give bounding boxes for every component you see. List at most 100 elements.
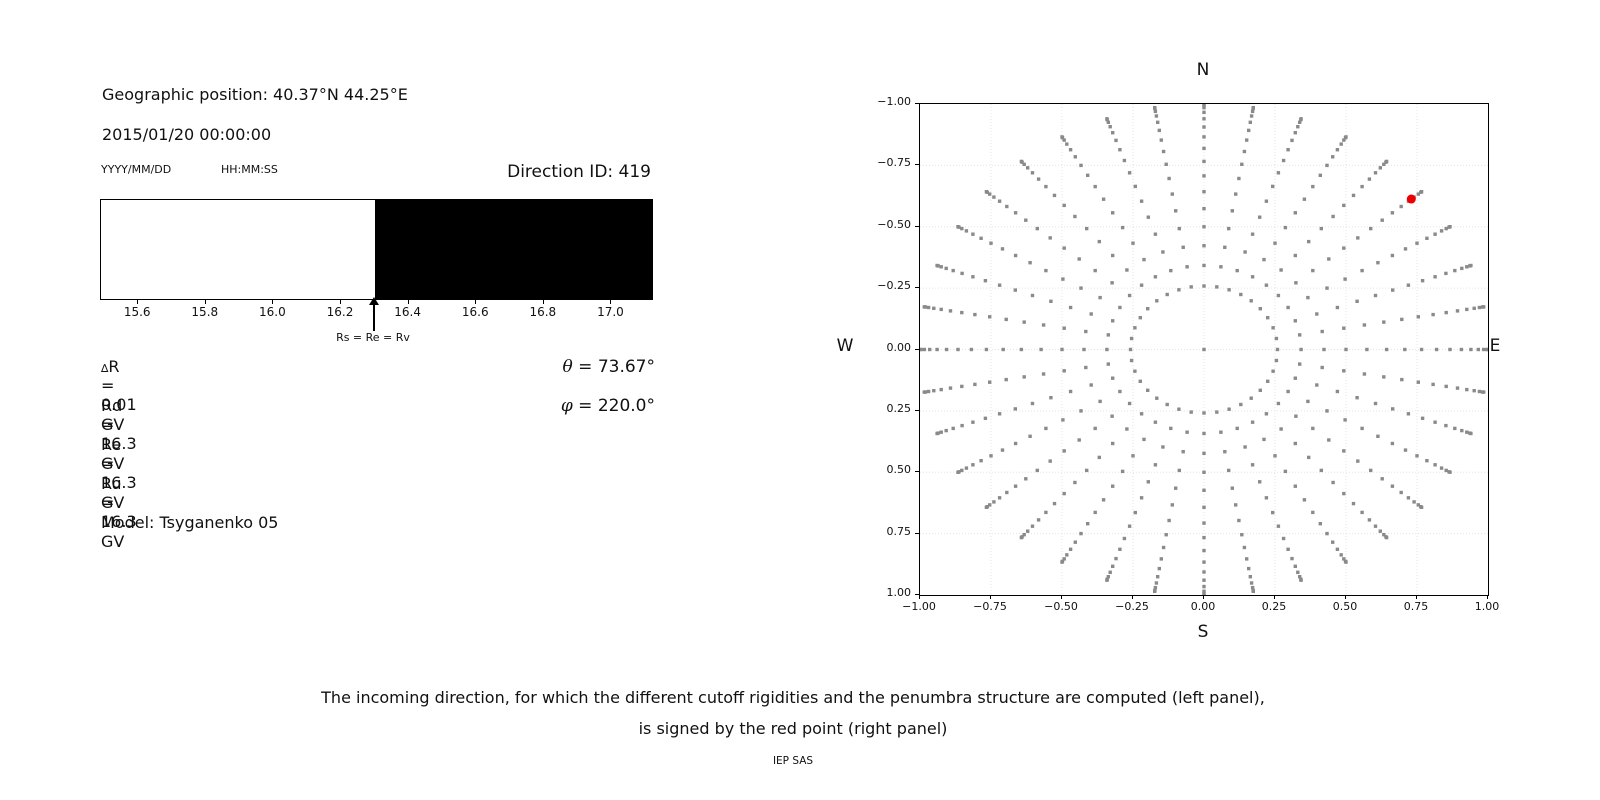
model-name: Model: Tsyganenko 05 (101, 513, 279, 532)
direction-grid-point (1455, 309, 1460, 313)
direction-grid-point (1298, 333, 1302, 337)
direction-grid-point (1307, 455, 1311, 460)
direction-grid-point (939, 430, 943, 434)
direction-grid-point (1251, 589, 1255, 593)
direction-grid-point (1453, 426, 1457, 431)
direction-grid-point (1169, 268, 1173, 273)
penumbra-region-allowed (101, 200, 375, 299)
x-tick-label: 0.25 (1261, 600, 1287, 613)
direction-grid-point (1406, 496, 1411, 500)
direction-grid-point (1339, 553, 1343, 557)
direction-grid-point (1062, 138, 1066, 142)
direction-grid-point (1154, 581, 1159, 585)
direction-grid-point (1239, 292, 1243, 297)
direction-grid-point (1035, 226, 1039, 231)
x-tick-mark (1345, 595, 1346, 599)
direction-grid-point (1306, 399, 1310, 404)
direction-grid-point (1077, 257, 1081, 261)
direction-grid-point (1108, 125, 1112, 129)
direction-grid-point (983, 416, 988, 420)
credit-label: IEP SAS (772, 755, 814, 767)
direction-grid-point (1415, 241, 1419, 245)
direction-grid-point (1022, 320, 1026, 324)
direction-grid-point (1355, 299, 1359, 303)
direction-grid-point (1153, 589, 1157, 593)
direction-grid-point (1335, 148, 1340, 152)
direction-grid-point (1068, 148, 1073, 152)
direction-grid-point (1181, 245, 1185, 249)
direction-grid-point (1177, 226, 1181, 231)
direction-grid-point (1293, 376, 1297, 380)
direction-grid-point (1266, 316, 1270, 320)
direction-grid-point (1325, 163, 1329, 168)
direction-grid-point (1170, 503, 1174, 507)
direction-grid-point (1298, 120, 1302, 124)
direction-grid-point (1105, 347, 1109, 352)
direction-grid-point (1068, 547, 1073, 551)
direction-grid-point (1444, 423, 1448, 428)
direction-grid-point (1202, 560, 1206, 564)
direction-grid-point (1245, 138, 1249, 142)
direction-grid-point (1079, 409, 1083, 413)
direction-grid-point (1026, 166, 1030, 170)
direction-grid-point (1302, 498, 1307, 502)
y-tick-mark (915, 348, 919, 350)
direction-grid-point (1153, 420, 1158, 424)
penumbra-tick-label: 15.8 (191, 304, 219, 319)
direction-grid-point (1155, 299, 1159, 303)
x-tick-mark (1132, 595, 1133, 599)
direction-grid-point (1030, 171, 1035, 175)
direction-grid-point (1202, 431, 1206, 436)
direction-grid-point (1439, 229, 1444, 233)
direction-grid-point (1279, 268, 1283, 272)
direction-grid-point (1062, 491, 1066, 496)
direction-grid-point (1169, 426, 1173, 431)
direction-grid-point (1302, 197, 1307, 201)
direction-grid-point (1062, 246, 1066, 250)
direction-grid-point (1185, 430, 1189, 434)
direction-grid-point (1044, 184, 1048, 189)
direction-grid-point (988, 315, 992, 319)
direction-grid-point (1242, 149, 1247, 154)
direction-grid-point (1089, 383, 1093, 387)
direction-grid-point (1293, 441, 1297, 446)
direction-grid-point (1319, 468, 1323, 473)
cutoff-arrow-shaft (373, 301, 375, 331)
direction-grid-point (1202, 570, 1206, 574)
direction-grid-point (1052, 193, 1057, 198)
penumbra-tick-mark (340, 299, 341, 304)
direction-grid-point (1286, 148, 1290, 152)
direction-grid-point (1382, 375, 1386, 379)
direction-grid-point (1127, 293, 1132, 298)
direction-grid-point (1114, 138, 1118, 143)
direction-grid-point (1215, 410, 1219, 414)
direction-grid-point (1227, 407, 1231, 411)
compass-label-north: N (1196, 60, 1210, 80)
x-tick-mark (1416, 595, 1417, 599)
direction-grid-point (1360, 184, 1364, 189)
direction-grid-point (1044, 426, 1048, 431)
direction-grid-point (1249, 114, 1254, 118)
direction-grid-point (1476, 347, 1480, 352)
direction-grid-point (1293, 211, 1297, 215)
direction-grid-point (1406, 283, 1411, 287)
direction-grid-point (1030, 401, 1035, 406)
direction-grid-point (960, 226, 964, 231)
direction-grid-point (1133, 326, 1137, 330)
direction-grid-point (1153, 585, 1158, 590)
direction-grid-point (1202, 470, 1206, 474)
direction-grid-point (1111, 484, 1115, 488)
direction-grid-point (997, 496, 1002, 500)
direction-grid-point (1390, 441, 1395, 446)
direction-grid-point (1298, 575, 1302, 579)
direction-grid-point (1030, 293, 1035, 298)
direction-grid-point (1320, 329, 1324, 334)
direction-grid-point (1264, 199, 1269, 203)
direction-grid-point (1469, 431, 1473, 436)
direction-grid-point (1271, 510, 1275, 515)
direction-grid-point (960, 423, 964, 428)
direction-grid-point (1378, 529, 1382, 533)
direction-grid-point (1049, 299, 1053, 303)
direction-grid-point (1089, 312, 1093, 316)
